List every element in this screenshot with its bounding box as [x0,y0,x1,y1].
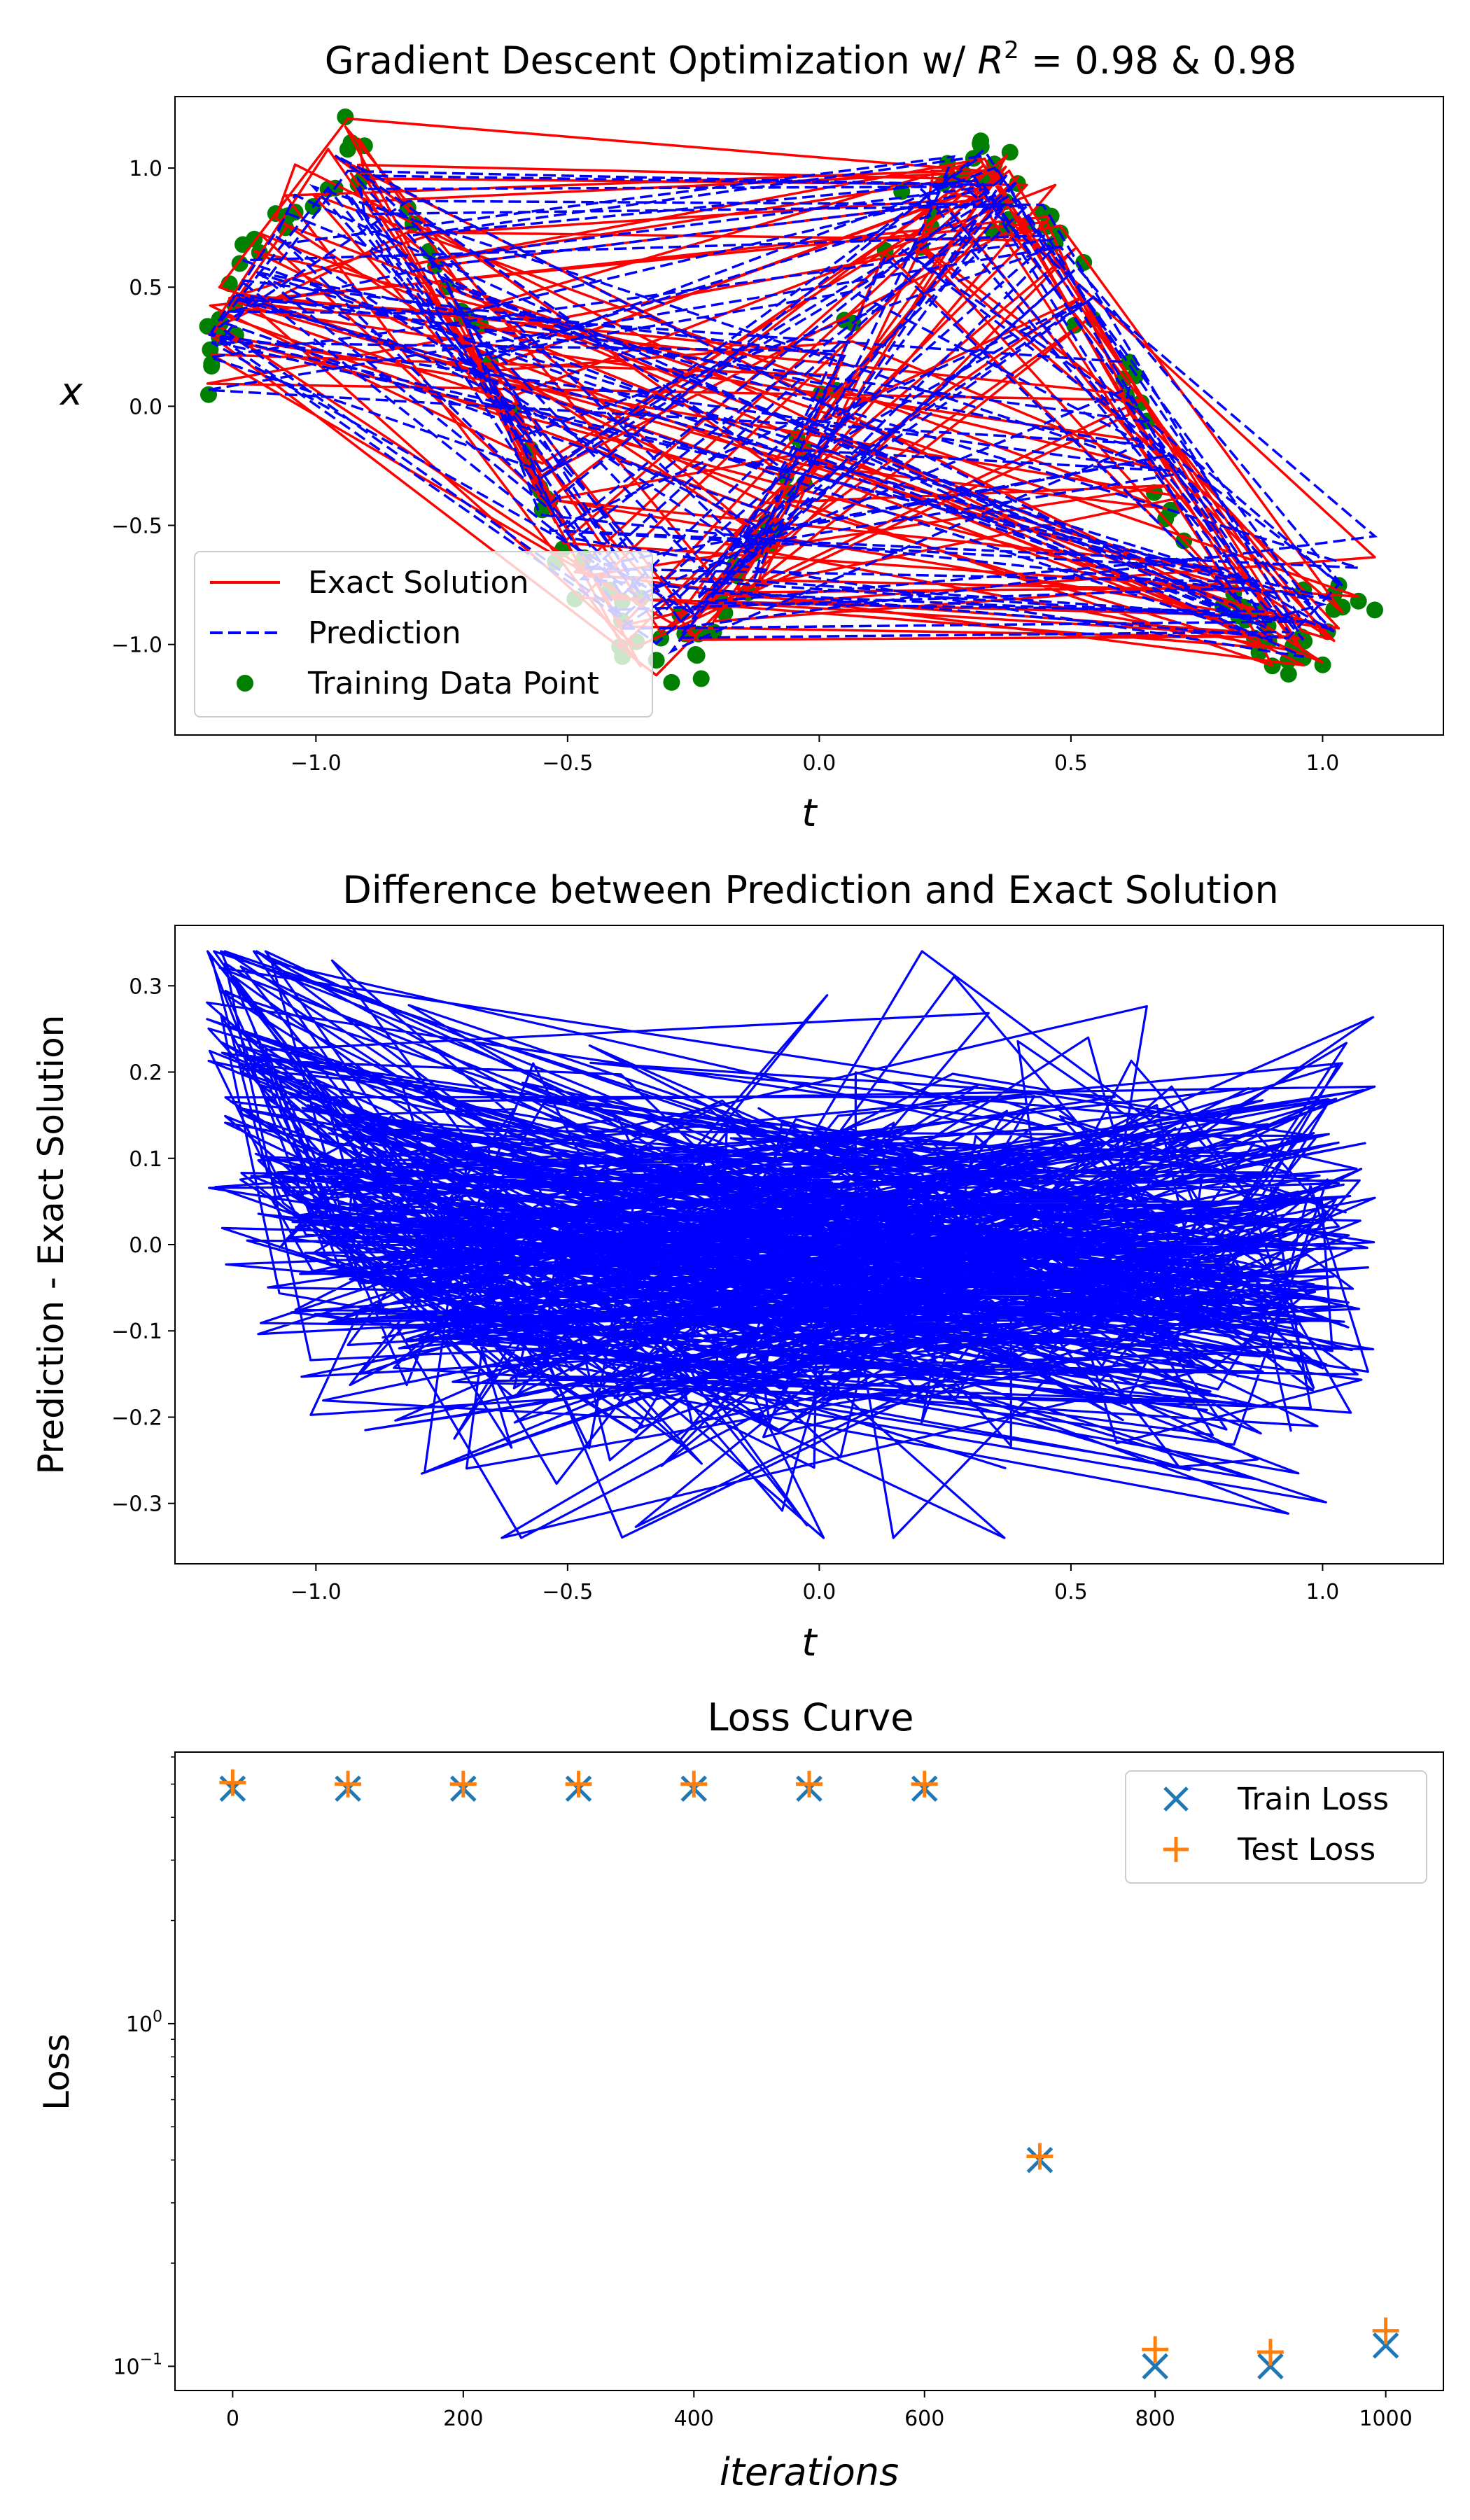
x-tick-label: 1.0 [1306,751,1340,776]
y-tick-label: 100 [126,2008,162,2037]
legend-test-loss-label: Test Loss [1237,1832,1376,1868]
test-loss-point [219,1769,246,1796]
test-loss-point [1372,2317,1399,2344]
loss-curve-title: Loss Curve [708,1695,914,1740]
y-tick-label: −1.0 [111,634,162,658]
difference-plot-title: Difference between Prediction and Exact … [342,868,1279,912]
y-tick-label: −0.2 [111,1406,162,1430]
y-tick-label: 0.3 [129,974,162,999]
x-tick-label: 600 [904,2407,944,2431]
training-data-point [1366,601,1383,619]
y-tick-label: −0.3 [111,1492,162,1517]
test-loss-point [565,1770,592,1798]
training-data-point [663,673,680,691]
training-data-point [337,108,354,125]
test-loss-point [1026,2143,1054,2170]
loss-curve-plot: Loss Curve 0 200 400 600 800 1000 10−1 100 ite… [36,1695,1444,2494]
difference-line [206,950,1376,1539]
x-tick-label: −1.0 [290,751,342,776]
train-loss-point [1372,2332,1399,2359]
x-tick-label: −0.5 [542,751,593,776]
test-loss-point [1142,2336,1169,2363]
y-tick-label: 0.1 [129,1147,162,1172]
legend-train-loss-label: Train Loss [1237,1782,1389,1817]
legend-frame [1125,1770,1427,1884]
test-loss-point [449,1770,477,1798]
y-tick-label: 1.0 [129,157,162,181]
difference-plot-y-axis: −0.3 −0.2 −0.1 0.0 0.1 0.2 0.3 [111,974,175,1517]
loss-curve-frame [174,1751,1444,2391]
solution-plot-ylabel: x [59,370,83,414]
difference-plot: Difference between Prediction and Exact … [31,868,1444,1665]
training-data-point [687,646,704,663]
x-tick-label: 800 [1135,2407,1175,2431]
training-data-point [692,670,710,687]
y-tick-label: 0.2 [129,1061,162,1086]
x-tick-label: 1000 [1359,2407,1412,2431]
x-tick-label: 0 [226,2407,239,2431]
difference-plot-x-axis: −1.0 −0.5 0.0 0.5 1.0 [290,1564,1339,1604]
solution-plot: Gradient Descent Optimization w/ R2 = 0.… [59,36,1444,835]
y-tick-label: −0.1 [111,1320,162,1344]
test-loss-point [911,1770,938,1798]
solution-plot-y-axis: −1.0 −0.5 0.0 0.5 1.0 [111,157,175,658]
x-tick-label: 400 [674,2407,714,2431]
x-tick-label: −0.5 [542,1580,593,1604]
legend-training-data-label: Training Data Point [307,666,599,701]
x-tick-label: 0.5 [1054,1580,1088,1604]
legend-exact-solution-label: Exact Solution [308,565,528,601]
test-loss-point [680,1770,708,1798]
test-loss-point [335,1770,362,1798]
x-tick-label: 1.0 [1306,1580,1340,1604]
legend-training-data-swatch [237,675,253,692]
x-tick-label: 0.5 [1054,751,1088,776]
x-tick-label: 0.0 [803,751,836,776]
y-tick-label: 0.5 [129,276,162,300]
train-loss-point [1142,2353,1168,2380]
loss-curve-legend: Train Loss Test Loss [1125,1770,1427,1884]
loss-curve-y-axis: 10−1 100 [113,1756,175,2379]
training-data-point [339,141,356,158]
train-loss-point [1257,2353,1284,2380]
legend-frame [194,551,653,718]
training-data-point [1280,666,1297,683]
solution-plot-frame [174,96,1444,736]
prediction-line [207,148,1378,659]
y-tick-label: 0.0 [129,395,162,419]
y-tick-label: 10−1 [113,2351,162,2379]
solution-plot-legend: Exact Solution Prediction Training Data … [194,551,653,718]
x-tick-label: −1.0 [290,1580,342,1604]
x-tick-label: 200 [443,2407,483,2431]
legend-test-loss-swatch [1163,1837,1189,1862]
difference-plot-ylabel: Prediction - Exact Solution [31,1015,71,1475]
legend-train-loss-swatch [1163,1786,1189,1812]
x-tick-label: 0.0 [803,1580,836,1604]
test-loss-point [1256,2339,1284,2366]
legend-prediction-label: Prediction [308,615,461,651]
training-data-point [203,358,220,375]
loss-curve-ylabel: Loss [36,2033,77,2110]
loss-curve-xlabel: iterations [720,2450,899,2494]
solution-plot-xlabel: t [802,791,818,835]
y-tick-label: −0.5 [111,514,162,539]
solution-plot-title: Gradient Descent Optimization w/ R2 = 0.… [325,36,1296,83]
test-loss-point [796,1770,822,1798]
training-data-point [972,132,990,150]
solution-plot-x-axis: −1.0 −0.5 0.0 0.5 1.0 [290,735,1339,776]
difference-plot-xlabel: t [802,1620,818,1665]
y-tick-label: 0.0 [129,1233,162,1258]
loss-curve-x-axis: 0 200 400 600 800 1000 [226,2390,1413,2431]
